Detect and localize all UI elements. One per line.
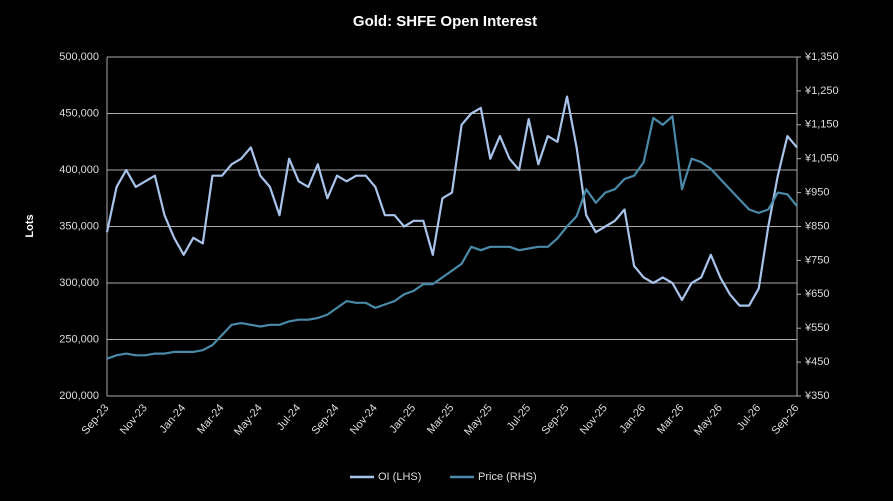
y2-tick-label: ¥1,250	[804, 85, 839, 97]
y-tick-label: 450,000	[59, 107, 99, 119]
y-axis-label: Lots	[24, 214, 36, 237]
y2-tick-label: ¥1,150	[804, 119, 839, 131]
y-tick-label: 250,000	[59, 333, 99, 345]
y2-tick-label: ¥650	[804, 288, 829, 300]
y-tick-label: 300,000	[59, 277, 99, 289]
y-tick-label: 350,000	[59, 220, 99, 232]
y2-tick-label: ¥1,050	[804, 153, 839, 165]
series-line	[105, 95, 798, 307]
y2-tick-label: ¥1,350	[804, 51, 839, 63]
y2-tick-label: ¥450	[804, 356, 829, 368]
legend-label: OI (LHS)	[378, 471, 421, 483]
y-tick-label: 200,000	[59, 390, 99, 402]
y2-tick-label: ¥950	[804, 187, 829, 199]
chart-title: Gold: SHFE Open Interest	[353, 13, 537, 30]
y2-tick-label: ¥550	[804, 322, 829, 334]
y2-tick-label: ¥750	[804, 254, 829, 266]
series-line	[106, 115, 798, 360]
legend-label: Price (RHS)	[478, 471, 537, 483]
y2-tick-label: ¥350	[804, 390, 829, 402]
y-tick-label: 400,000	[59, 164, 99, 176]
y-tick-label: 500,000	[59, 51, 99, 63]
y2-tick-label: ¥850	[804, 220, 829, 232]
